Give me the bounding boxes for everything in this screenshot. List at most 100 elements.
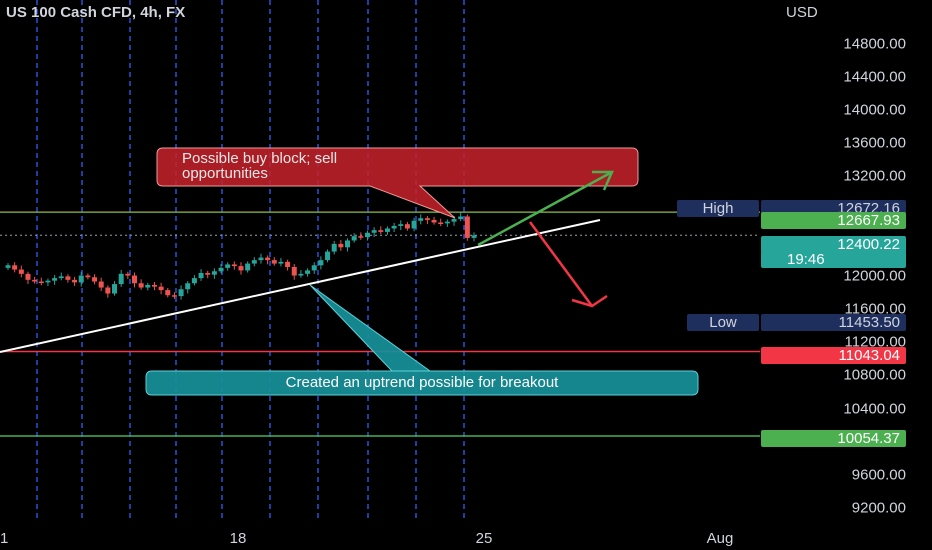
candle-body [458, 216, 464, 220]
red-level-label: 11043.04 [761, 347, 906, 364]
candle-body [98, 281, 104, 288]
candle [298, 269, 304, 278]
bullish-arrow[interactable] [477, 170, 614, 247]
candle [25, 271, 31, 285]
candle [371, 227, 377, 237]
candle-body [464, 216, 470, 238]
candle [185, 281, 191, 294]
uptrend-line[interactable] [0, 219, 601, 353]
candle [404, 222, 410, 231]
candle [198, 269, 204, 281]
candle [125, 271, 131, 280]
candle-body [291, 266, 297, 276]
candle [118, 269, 124, 287]
candle [52, 275, 58, 285]
candle-body [58, 276, 64, 279]
candle-body [245, 263, 251, 271]
candle-body [25, 273, 31, 280]
y-tick: 10400.00 [843, 400, 906, 418]
candle [364, 230, 370, 241]
candle-body [371, 230, 377, 233]
candle-body [451, 219, 457, 222]
candle-body [404, 224, 410, 229]
candle-body [191, 278, 197, 284]
candle [458, 212, 464, 222]
candle [45, 278, 51, 286]
candle-body [145, 284, 151, 288]
candle [258, 253, 264, 264]
candle [138, 279, 144, 290]
candle [92, 274, 98, 285]
uptrend-text: Created an uptrend possible for breakout [285, 374, 559, 391]
candle [438, 218, 444, 227]
candle-body [411, 220, 417, 229]
y-tick: 9600.00 [851, 466, 906, 484]
candle-body [238, 266, 244, 271]
candle-body [131, 275, 137, 284]
candle [265, 255, 271, 265]
candle [165, 287, 171, 298]
candle [318, 256, 324, 270]
candle [151, 281, 157, 291]
low-value-label: 11453.50 [761, 314, 906, 331]
candle [398, 220, 404, 231]
candle [291, 263, 297, 280]
candle [411, 217, 417, 232]
candle-body [338, 243, 344, 248]
candle [171, 292, 177, 299]
candle [58, 272, 64, 281]
candle-body [92, 277, 98, 282]
candle [85, 273, 91, 280]
bearish-arrow[interactable] [528, 221, 608, 308]
candle-body [424, 218, 430, 220]
candle [191, 275, 197, 286]
candle-body [331, 243, 337, 252]
candle [311, 262, 317, 274]
currency-label: USD [786, 4, 818, 21]
y-tick: 10800.00 [843, 366, 906, 384]
candle-body [438, 222, 444, 224]
candle-body [378, 230, 384, 232]
buy-block-callout-bg[interactable] [156, 147, 639, 219]
candle [351, 233, 357, 243]
y-tick: 13200.00 [843, 167, 906, 185]
candle [331, 240, 337, 255]
candle-body [418, 218, 424, 221]
candle [384, 226, 390, 235]
candle [464, 214, 470, 241]
candle-body [78, 275, 84, 283]
uptrend-callout-bg[interactable] [145, 284, 699, 396]
candle-body [218, 267, 224, 272]
candles [5, 212, 477, 300]
candle [391, 222, 397, 232]
candle-body [364, 232, 370, 238]
y-tick: 13600.00 [843, 134, 906, 152]
candle-body [52, 278, 58, 281]
candle-body [72, 279, 78, 283]
candle-body [151, 284, 157, 287]
candle [131, 272, 137, 288]
candle [431, 216, 437, 225]
candle [78, 271, 84, 287]
candle [105, 285, 111, 298]
candle-body [391, 225, 397, 229]
candle-body [205, 272, 211, 275]
y-tick: 14800.00 [843, 35, 906, 53]
y-tick: 9200.00 [851, 499, 906, 517]
candle-body [125, 273, 131, 276]
y-tick: 14400.00 [843, 68, 906, 86]
candle-body [384, 228, 390, 232]
candle-body [85, 275, 91, 278]
candle-body [265, 257, 271, 261]
candle-body [185, 283, 191, 290]
candle-body [105, 287, 111, 294]
candle-body [178, 289, 184, 297]
second-high-label: 12667.93 [761, 212, 906, 229]
candle [231, 261, 237, 270]
candle-body [258, 257, 264, 261]
candle-body [251, 260, 257, 264]
candle-body [12, 265, 18, 270]
candle [205, 270, 211, 279]
candle [378, 226, 384, 235]
